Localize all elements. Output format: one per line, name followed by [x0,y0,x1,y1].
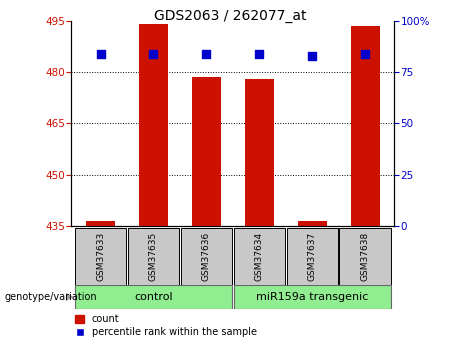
Text: GSM37637: GSM37637 [307,231,317,281]
Text: GSM37633: GSM37633 [96,231,105,281]
Bar [245,79,274,226]
Bar [286,228,338,285]
Bar [234,228,285,285]
Bar [339,228,391,285]
Point [203,51,210,56]
Bar [75,228,126,285]
Bar [350,26,379,226]
Text: GSM37638: GSM37638 [361,231,370,281]
Point [255,51,263,56]
Text: GSM37636: GSM37636 [202,231,211,281]
Bar [234,285,391,309]
Point [361,51,369,56]
Text: GSM37635: GSM37635 [149,231,158,281]
Legend: count, percentile rank within the sample: count, percentile rank within the sample [71,310,261,341]
Point [150,51,157,56]
Text: miR159a transgenic: miR159a transgenic [256,292,368,302]
Bar [298,221,327,226]
Polygon shape [66,293,74,301]
Text: GDS2063 / 262077_at: GDS2063 / 262077_at [154,9,307,23]
Bar [192,77,221,226]
Bar [86,221,115,226]
Bar [139,24,168,226]
Text: GSM37634: GSM37634 [255,231,264,281]
Text: genotype/variation: genotype/variation [5,292,97,302]
Point [97,51,104,56]
Bar [128,228,179,285]
Bar [75,285,232,309]
Text: control: control [134,292,173,302]
Bar [181,228,232,285]
Point [308,53,316,58]
